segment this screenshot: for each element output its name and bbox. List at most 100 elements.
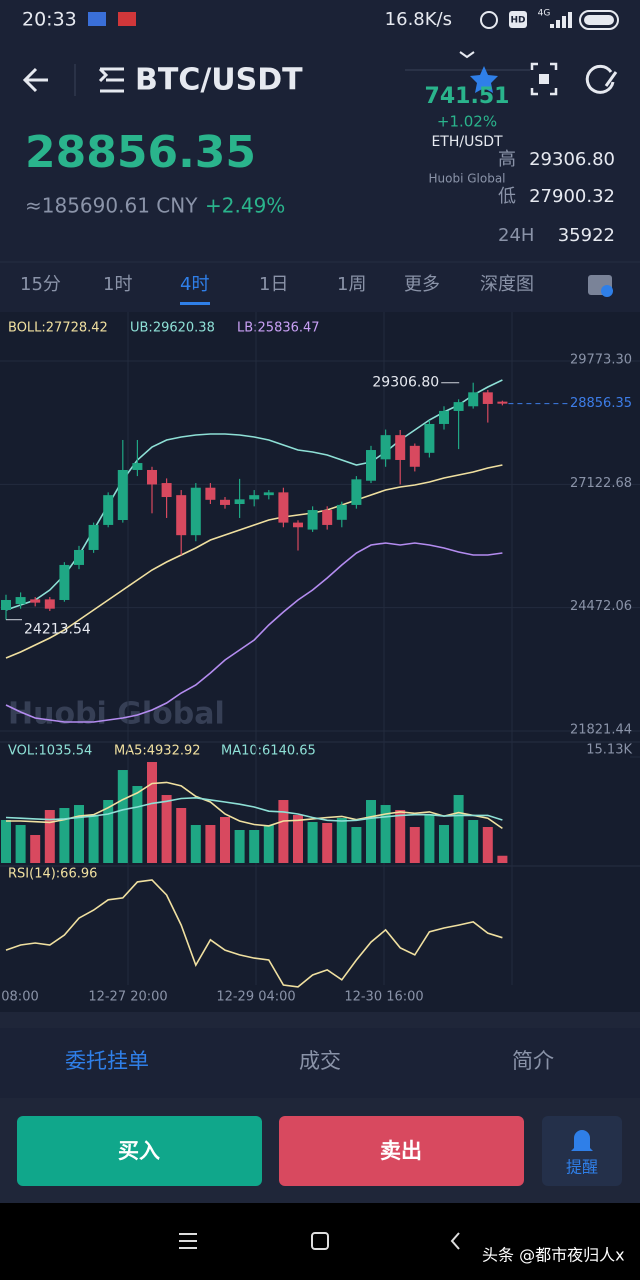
stat-value: 35922 bbox=[558, 225, 615, 246]
buy-label: 买入 bbox=[118, 1139, 160, 1163]
popup-price: 741.51 bbox=[425, 84, 510, 109]
candle-body bbox=[147, 469, 157, 485]
status-speed: 16.8K/s bbox=[385, 9, 452, 30]
candle-body bbox=[190, 487, 201, 536]
boll-label: BOLL:27728.42 bbox=[8, 321, 108, 336]
volume-bar bbox=[453, 795, 464, 863]
candle-body bbox=[132, 463, 143, 470]
volume-bar bbox=[190, 825, 201, 863]
ma5-label: MA5:4932.92 bbox=[114, 744, 201, 759]
alert-label: 提醒 bbox=[566, 1158, 598, 1177]
hd-text: HD bbox=[510, 16, 525, 26]
pair-title[interactable]: BTC/USDT bbox=[135, 63, 303, 98]
candle-body bbox=[44, 599, 55, 609]
volume-bar bbox=[307, 822, 318, 863]
price-plot bbox=[1, 379, 508, 723]
volume-bar bbox=[147, 762, 157, 863]
x-tick-label: 12-29 04:00 bbox=[216, 990, 295, 1005]
stat-label: 24H bbox=[498, 225, 534, 246]
boll-line bbox=[5, 464, 503, 659]
candle-body bbox=[293, 522, 303, 528]
tab-underline bbox=[180, 302, 210, 305]
period-tab[interactable]: 1周 bbox=[337, 274, 366, 295]
sell-button[interactable] bbox=[279, 1116, 524, 1186]
y-tick-label: 21821.44 bbox=[570, 723, 632, 738]
signal-icon bbox=[550, 12, 572, 28]
x-tick-label: 12-30 16:00 bbox=[344, 990, 423, 1005]
candle-body bbox=[482, 392, 493, 404]
share-icon[interactable] bbox=[585, 64, 618, 94]
bottom-tab[interactable]: 委托挂单 bbox=[65, 1049, 149, 1073]
candle-body bbox=[1, 599, 11, 610]
bottom-tab[interactable]: 简介 bbox=[512, 1049, 554, 1073]
candle-body bbox=[453, 402, 464, 411]
period-tab[interactable]: 更多 bbox=[404, 274, 440, 295]
volume-bar bbox=[161, 795, 172, 863]
nav-menu[interactable] bbox=[179, 1233, 197, 1249]
settings-icon-gear bbox=[601, 285, 613, 297]
y-tick-label: 15.13K bbox=[586, 743, 632, 758]
candle-body bbox=[103, 495, 114, 525]
ma10-label: MA10:6140.65 bbox=[221, 744, 316, 759]
network: 4G bbox=[538, 9, 551, 19]
volume-bar bbox=[293, 815, 303, 863]
stat-label: 低 bbox=[498, 186, 516, 207]
volume-bar bbox=[88, 815, 99, 863]
candle-body bbox=[117, 469, 128, 521]
lb-label: LB:25836.47 bbox=[237, 321, 320, 336]
volume-bar bbox=[44, 810, 55, 863]
candle-body bbox=[380, 435, 391, 460]
scan-icon[interactable] bbox=[530, 62, 558, 96]
period-tab[interactable]: 4时 bbox=[180, 274, 209, 295]
favorite-star[interactable] bbox=[470, 66, 498, 93]
menu-icon[interactable] bbox=[98, 67, 124, 93]
volume-bar bbox=[409, 827, 420, 863]
candle-body bbox=[409, 445, 420, 467]
candle-body bbox=[161, 483, 172, 498]
nav-home[interactable] bbox=[311, 1232, 329, 1250]
candle-body bbox=[263, 492, 274, 496]
back-button[interactable] bbox=[22, 67, 48, 93]
cny-price: ≈185690.61 CNY bbox=[25, 194, 198, 218]
period-tab[interactable]: 1时 bbox=[103, 274, 132, 295]
period-tab[interactable]: 深度图 bbox=[480, 274, 534, 295]
x-tick-label: 12-27 20:00 bbox=[88, 990, 167, 1005]
vol-label: VOL:1035.54 bbox=[8, 744, 92, 759]
collapse-icon[interactable] bbox=[459, 51, 475, 59]
period-tab[interactable]: 1日 bbox=[259, 274, 288, 295]
candle-body bbox=[15, 597, 26, 605]
bottom-tab[interactable]: 成交 bbox=[299, 1049, 341, 1073]
nav-back[interactable] bbox=[450, 1232, 460, 1250]
last-price: 28856.35 bbox=[25, 127, 256, 178]
volume-bar bbox=[468, 820, 479, 863]
scan-icon-center bbox=[539, 74, 549, 84]
candle-body bbox=[366, 450, 376, 481]
boll-line bbox=[5, 542, 503, 723]
stat-value: 29306.80 bbox=[529, 149, 615, 170]
volume-bar bbox=[366, 800, 376, 863]
volume-ma-line bbox=[5, 796, 503, 822]
volume-bar bbox=[439, 825, 449, 863]
volume-bar bbox=[132, 786, 143, 863]
chart-panel bbox=[0, 312, 640, 1012]
volume-bar bbox=[176, 808, 187, 863]
candle-body bbox=[249, 495, 260, 500]
stat-value: 27900.32 bbox=[529, 186, 615, 207]
volume-bar bbox=[205, 825, 216, 863]
volume-bar bbox=[234, 830, 245, 863]
volume-bar bbox=[322, 823, 333, 863]
notif-icon bbox=[118, 12, 136, 26]
status-time: 20:33 bbox=[22, 9, 77, 31]
candle-body bbox=[176, 495, 187, 536]
volume-bar bbox=[59, 808, 70, 863]
candle-body bbox=[395, 435, 406, 460]
battery-icon bbox=[579, 10, 619, 30]
sell-label: 卖出 bbox=[380, 1139, 422, 1163]
volume-bar bbox=[263, 825, 274, 863]
buy-button[interactable] bbox=[17, 1116, 262, 1186]
period-tab[interactable]: 15分 bbox=[20, 274, 61, 295]
volume-bar bbox=[30, 835, 41, 863]
candle-body bbox=[74, 549, 84, 565]
